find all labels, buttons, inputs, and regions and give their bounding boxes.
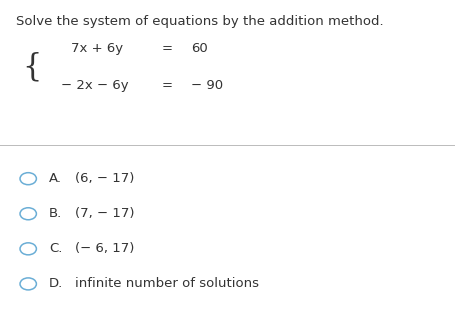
Text: infinite number of solutions: infinite number of solutions xyxy=(75,278,259,290)
Text: C.: C. xyxy=(49,242,62,255)
Text: − 2x − 6y: − 2x − 6y xyxy=(61,79,129,92)
Text: =: = xyxy=(162,42,172,55)
Text: (6, − 17): (6, − 17) xyxy=(75,172,134,185)
Text: 7x + 6y: 7x + 6y xyxy=(71,42,123,55)
Text: {: { xyxy=(23,51,42,82)
Text: A.: A. xyxy=(49,172,62,185)
Text: D.: D. xyxy=(49,278,63,290)
Text: − 90: − 90 xyxy=(191,79,223,92)
Text: 60: 60 xyxy=(191,42,208,55)
Text: (7, − 17): (7, − 17) xyxy=(75,207,135,220)
Text: Solve the system of equations by the addition method.: Solve the system of equations by the add… xyxy=(16,15,384,28)
Text: =: = xyxy=(162,79,172,92)
Text: (− 6, 17): (− 6, 17) xyxy=(75,242,134,255)
Text: B.: B. xyxy=(49,207,62,220)
